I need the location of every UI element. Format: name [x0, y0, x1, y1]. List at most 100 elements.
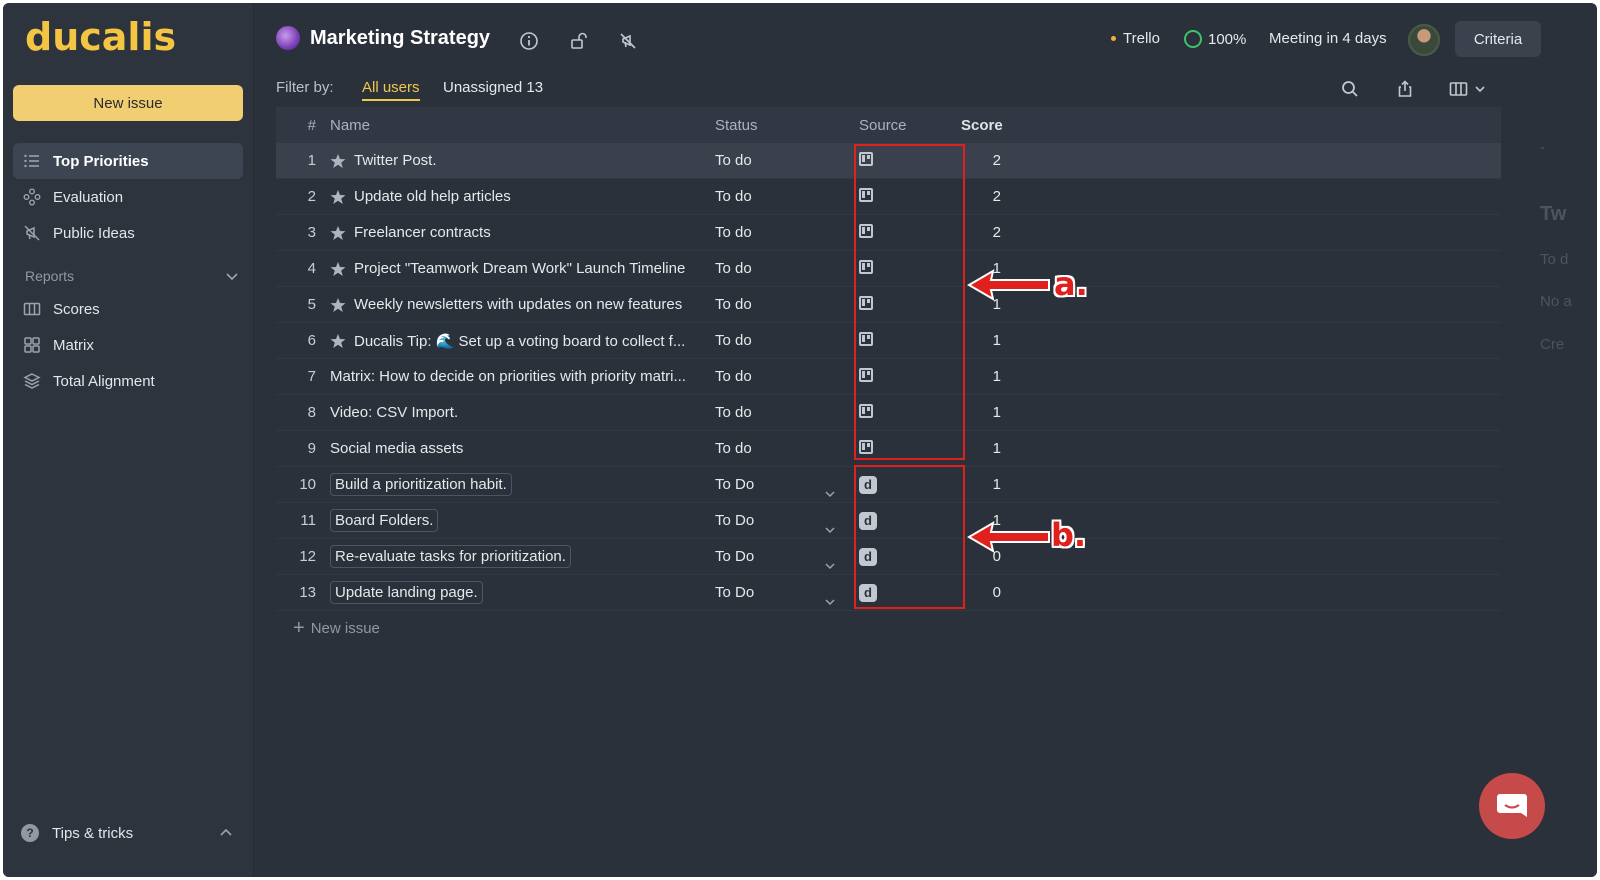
trello-icon[interactable]	[859, 403, 873, 418]
sidebar-item-public-ideas[interactable]: Public Ideas	[13, 215, 243, 251]
search-icon[interactable]	[1340, 79, 1360, 99]
table-row[interactable]: 1 Twitter Post. To do 2	[276, 143, 1501, 179]
megaphone-off-icon[interactable]	[618, 31, 638, 51]
row-name-cell[interactable]: Board Folders.	[316, 509, 709, 532]
add-issue-button[interactable]: + New issue	[293, 617, 380, 640]
star-icon[interactable]	[330, 153, 346, 169]
row-score[interactable]: 0	[992, 548, 1001, 565]
sidebar-item-total-alignment[interactable]: Total Alignment	[13, 363, 243, 399]
trello-icon[interactable]	[859, 295, 873, 310]
sidebar-item-top-priorities[interactable]: Top Priorities	[13, 143, 243, 179]
chevron-down-icon[interactable]	[824, 524, 836, 536]
row-name-cell[interactable]: Build a prioritization habit.	[316, 473, 709, 496]
row-status[interactable]: To Do	[709, 548, 849, 570]
row-name[interactable]: Ducalis Tip: 🌊 Set up a voting board to …	[354, 332, 686, 350]
table-row[interactable]: 8 Video: CSV Import. To do 1	[276, 395, 1501, 431]
trello-icon[interactable]	[859, 439, 873, 454]
sidebar-item-evaluation[interactable]: Evaluation	[13, 179, 243, 215]
star-icon[interactable]	[330, 225, 346, 241]
row-score[interactable]: 1	[992, 368, 1001, 385]
columns-view-icon[interactable]	[1449, 79, 1489, 99]
row-score[interactable]: 1	[992, 476, 1001, 493]
table-row[interactable]: 3 Freelancer contracts To do 2	[276, 215, 1501, 251]
star-icon[interactable]	[330, 333, 346, 349]
table-row[interactable]: 5 Weekly newsletters with updates on new …	[276, 287, 1501, 323]
row-name-cell[interactable]: Project "Teamwork Dream Work" Launch Tim…	[316, 260, 709, 277]
tips-and-tricks[interactable]: ? Tips & tricks	[21, 818, 133, 848]
trello-icon[interactable]	[859, 151, 873, 166]
row-score[interactable]: 1	[992, 332, 1001, 349]
filter-unassigned[interactable]: Unassigned 13	[443, 79, 544, 96]
ducalis-icon[interactable]: d	[859, 511, 877, 530]
row-name-cell[interactable]: Matrix: How to decide on priorities with…	[316, 368, 709, 385]
column-header-score[interactable]: Score	[961, 116, 1003, 134]
row-name-cell[interactable]: Twitter Post.	[316, 152, 709, 169]
row-score[interactable]: 1	[992, 404, 1001, 421]
row-name[interactable]: Update old help articles	[354, 188, 511, 205]
row-name[interactable]: Weekly newsletters with updates on new f…	[354, 296, 683, 313]
meeting-indicator[interactable]: Meeting in 4 days	[1269, 30, 1387, 47]
table-row[interactable]: 4 Project "Teamwork Dream Work" Launch Ti…	[276, 251, 1501, 287]
table-row[interactable]: 11 Board Folders. To Do d 1	[276, 503, 1501, 539]
row-name-cell[interactable]: Re-evaluate tasks for prioritization.	[316, 545, 709, 568]
row-name-cell[interactable]: Freelancer contracts	[316, 224, 709, 241]
trello-icon[interactable]	[859, 331, 873, 346]
table-row[interactable]: 7 Matrix: How to decide on priorities wit…	[276, 359, 1501, 395]
filter-all-users[interactable]: All users	[362, 79, 420, 101]
row-name[interactable]: Social media assets	[330, 440, 464, 457]
trello-icon[interactable]	[859, 223, 873, 238]
row-status[interactable]: To Do	[709, 584, 849, 606]
chevron-up-icon[interactable]	[219, 825, 233, 839]
chevron-down-icon[interactable]	[824, 488, 836, 500]
row-score[interactable]: 0	[992, 584, 1001, 601]
ducalis-icon[interactable]: d	[859, 547, 877, 566]
row-status[interactable]: To Do	[709, 476, 849, 498]
reports-section-label[interactable]: Reports	[25, 268, 75, 284]
chevron-down-icon[interactable]	[824, 560, 836, 572]
row-score[interactable]: 2	[992, 152, 1001, 169]
table-row[interactable]: 10 Build a prioritization habit. To Do d 1	[276, 467, 1501, 503]
row-name-cell[interactable]: Ducalis Tip: 🌊 Set up a voting board to …	[316, 332, 709, 350]
column-header-name[interactable]: Name	[330, 116, 371, 134]
row-name[interactable]: Video: CSV Import.	[330, 404, 459, 421]
board-title[interactable]: Marketing Strategy	[310, 26, 491, 49]
row-name[interactable]: Twitter Post.	[354, 152, 437, 169]
ducalis-icon[interactable]: d	[859, 475, 877, 494]
chevron-down-icon[interactable]	[225, 269, 239, 283]
row-name[interactable]: Re-evaluate tasks for prioritization.	[330, 545, 571, 568]
row-name-cell[interactable]: Update landing page.	[316, 581, 709, 604]
app-logo[interactable]: ducalis	[25, 15, 177, 59]
sidebar-item-scores[interactable]: Scores	[13, 291, 243, 327]
sidebar-item-matrix[interactable]: Matrix	[13, 327, 243, 363]
trello-icon[interactable]	[859, 187, 873, 202]
table-row[interactable]: 6 Ducalis Tip: 🌊 Set up a voting board to…	[276, 323, 1501, 359]
star-icon[interactable]	[330, 189, 346, 205]
star-icon[interactable]	[330, 297, 346, 313]
unlock-icon[interactable]	[569, 31, 589, 51]
progress-indicator[interactable]: 100%	[1184, 30, 1246, 48]
ducalis-icon[interactable]: d	[859, 583, 877, 602]
row-name[interactable]: Board Folders.	[330, 509, 439, 532]
column-header-number[interactable]: #	[307, 116, 316, 134]
row-name-cell[interactable]: Video: CSV Import.	[316, 404, 709, 421]
row-score[interactable]: 2	[992, 188, 1001, 205]
avatar[interactable]	[1408, 24, 1440, 56]
row-status[interactable]: To Do	[709, 512, 849, 534]
column-header-status[interactable]: Status	[715, 116, 758, 134]
star-icon[interactable]	[330, 261, 346, 277]
column-header-source[interactable]: Source	[859, 116, 907, 134]
criteria-button[interactable]: Criteria	[1455, 21, 1541, 57]
table-row[interactable]: 13 Update landing page. To Do d 0	[276, 575, 1501, 611]
row-name[interactable]: Build a prioritization habit.	[330, 473, 512, 496]
row-name[interactable]: Freelancer contracts	[354, 224, 491, 241]
new-issue-button[interactable]: New issue	[13, 85, 243, 121]
chat-button[interactable]	[1479, 773, 1545, 839]
row-score[interactable]: 1	[992, 440, 1001, 457]
chevron-down-icon[interactable]	[824, 596, 836, 608]
row-name-cell[interactable]: Weekly newsletters with updates on new f…	[316, 296, 709, 313]
info-icon[interactable]	[519, 31, 539, 51]
row-name[interactable]: Update landing page.	[330, 581, 483, 604]
row-name-cell[interactable]: Social media assets	[316, 440, 709, 457]
row-score[interactable]: 1	[992, 512, 1001, 529]
row-score[interactable]: 1	[992, 260, 1001, 277]
